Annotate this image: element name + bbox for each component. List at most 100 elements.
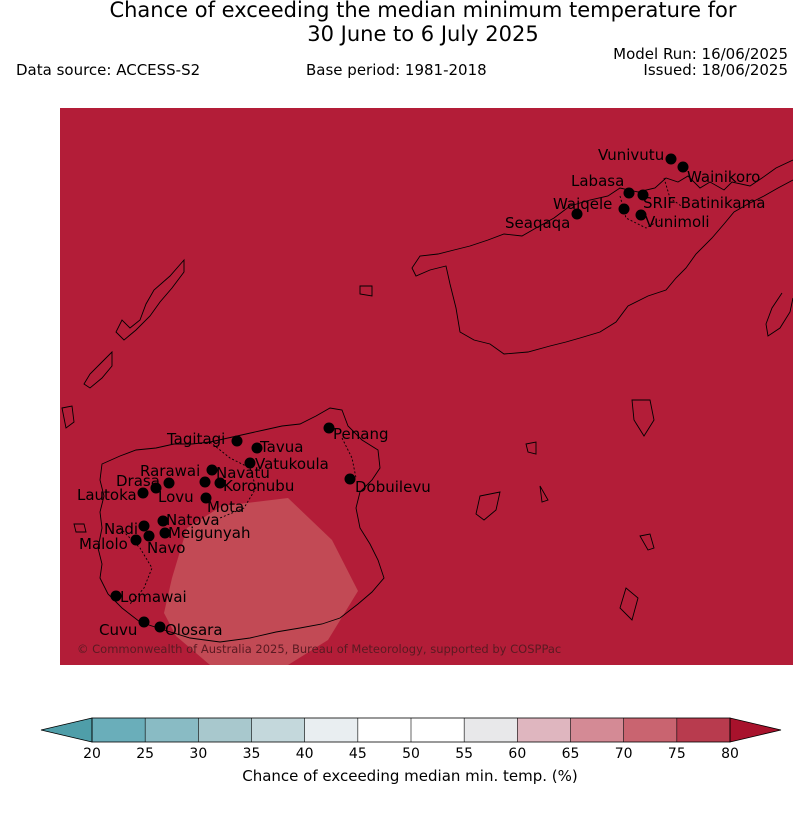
coastlines [61,159,793,643]
station-marker [344,473,356,485]
forecast-map[interactable]: Vunivutu Wainikoro Labasa Waiqele SRIF Batin… [60,108,793,665]
colorbar: 20 25 30 35 40 45 50 55 60 65 70 75 80 Chance of exc… [40,717,782,785]
station-marker [665,153,677,165]
colorbar-tick-label: 40 [296,746,314,762]
station-label: Natova [166,511,220,529]
coastline-moala [619,587,639,621]
colorbar-tick-label: 35 [243,746,261,762]
station-label: Malolo [79,535,128,553]
colorbar-tick-label: 25 [136,746,154,762]
station-label: Vunimoli [645,213,710,231]
station-marker [143,530,155,542]
colorbar-segment [570,718,625,742]
station-label: Labasa [571,172,624,190]
coastline-taveuni [765,292,793,337]
station-marker [244,457,256,469]
station-markers: Vunivutu Wainikoro Labasa Waiqele SRIF Batin… [77,146,765,639]
colorbar-segment [623,718,678,742]
station-label: Tagitagi [166,430,225,448]
station-marker [110,590,122,602]
station-label: Rarawai [140,462,200,480]
station-label: Nadi [104,520,138,538]
station-label: SRIF Batinikama [643,194,765,212]
station-label: Navatu [216,464,270,482]
coastline-yasawa [115,258,185,341]
colorbar-segment [198,718,252,742]
boundary-ba-ra [209,441,257,519]
colorbar-segments [92,718,731,742]
coastline-gau [639,533,655,551]
colorbar-tick-label: 70 [615,746,633,762]
coastline-yadua [359,285,373,297]
title-line-1: Chance of exceeding the median minimum t… [109,0,737,22]
station-label: Lautoka [77,486,137,504]
station-marker [637,189,649,201]
station-marker [635,209,647,221]
data-source-text: Data source: ACCESS-S2 [16,61,201,79]
colorbar-label: Chance of exceeding median min. temp. (%… [242,767,577,785]
station-label: Tavua [259,438,303,456]
colorbar-segment [304,718,359,742]
station-marker [214,477,226,489]
station-marker [571,208,583,220]
station-marker [163,477,175,489]
station-marker [138,520,150,532]
station-marker [323,422,335,434]
coastline-nairai [539,485,549,503]
station-marker [618,203,630,215]
station-marker [200,492,212,504]
colorbar-segment [464,718,518,742]
title-line-2: 30 June to 6 July 2025 [307,22,539,46]
colorbar-tick-label: 80 [721,746,739,762]
colorbar-segment [517,718,571,742]
coastline-kadavu [475,491,501,521]
model-run-text: Model Run: 16/06/2025 [613,45,788,63]
station-label: Seaqaqa [505,214,570,232]
colorbar-under-arrow [40,717,93,743]
station-label: Lomawai [120,588,187,606]
colorbar-tick-label: 30 [189,746,207,762]
colorbar-tick-label: 45 [349,746,367,762]
station-marker [199,476,211,488]
boundary-nadroga [119,527,153,605]
station-marker [159,527,171,539]
station-marker [623,187,635,199]
station-label: Waiqele [553,195,612,213]
station-marker [138,616,150,628]
coastline-viti-levu [97,407,385,643]
boundary-macuata [619,195,661,229]
station-label: Koronubu [223,477,294,495]
station-marker [157,515,169,527]
station-label: Lovu [158,488,194,506]
colorbar-tick-label: 50 [402,746,420,762]
station-label: Cuvu [99,621,137,639]
station-label: Penang [333,425,388,443]
colorbar-segment [411,718,465,742]
station-marker [231,435,243,447]
colorbar-frame [91,717,731,743]
coastline-yasawa-2 [83,350,113,389]
colorbar-over-arrow [729,717,782,743]
station-label: Meigunyah [168,524,250,542]
station-label: Navo [147,539,185,557]
station-label: Vatukoula [255,455,329,473]
map-background-75-80 [60,108,793,665]
base-period-text: Base period: 1981-2018 [306,61,487,79]
colorbar-tick-label: 60 [508,746,526,762]
station-label: Drasa [116,472,160,490]
coastline-malolo-isles [73,523,87,533]
colorbar-segment [357,718,412,742]
coastline-koro [631,399,655,437]
station-marker [206,464,218,476]
colorbar-tick-label: 75 [668,746,686,762]
station-marker [137,487,149,499]
station-label: Olosara [165,621,223,639]
station-marker [251,442,263,454]
station-marker [677,161,689,173]
station-label: Dobuilevu [355,478,431,496]
station-marker [150,482,162,494]
boundary-cakaudrove [663,177,685,209]
colorbar-segment [145,718,199,742]
coastline-mamanuca [61,405,75,429]
copyright-notice: © Commonwealth of Australia 2025, Bureau… [77,642,561,656]
